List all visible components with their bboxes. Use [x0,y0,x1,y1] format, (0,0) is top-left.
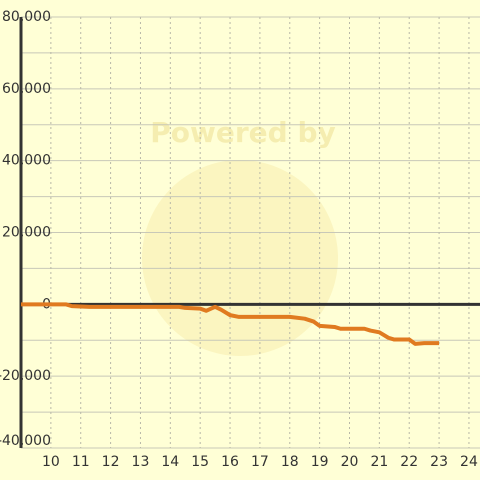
y-tick-label: 80,000 [2,9,51,25]
watermark-logo [142,160,338,356]
y-tick-label: -40,000 [0,433,51,449]
y-tick-label: -20,000 [0,368,51,384]
x-tick-label: 19 [311,454,329,470]
y-tick-label: 40,000 [2,153,51,169]
x-tick-label: 10 [42,454,60,470]
y-tick-label: 60,000 [2,81,51,97]
x-tick-label: 12 [102,454,120,470]
x-tick-label: 22 [400,454,418,470]
x-tick-label: 17 [251,454,269,470]
x-tick-label: 24 [460,454,478,470]
x-tick-label: 18 [281,454,299,470]
x-tick-label: 15 [191,454,209,470]
x-tick-label: 21 [370,454,388,470]
watermark: Powered by [150,116,336,149]
x-tick-label: 13 [132,454,150,470]
x-tick-label: 11 [72,454,90,470]
x-tick-label: 16 [221,454,239,470]
y-tick-label: 20,000 [2,225,51,241]
x-tick-label: 23 [430,454,448,470]
line [21,302,440,346]
x-tick-label: 14 [161,454,179,470]
x-tick-label: 20 [341,454,359,470]
